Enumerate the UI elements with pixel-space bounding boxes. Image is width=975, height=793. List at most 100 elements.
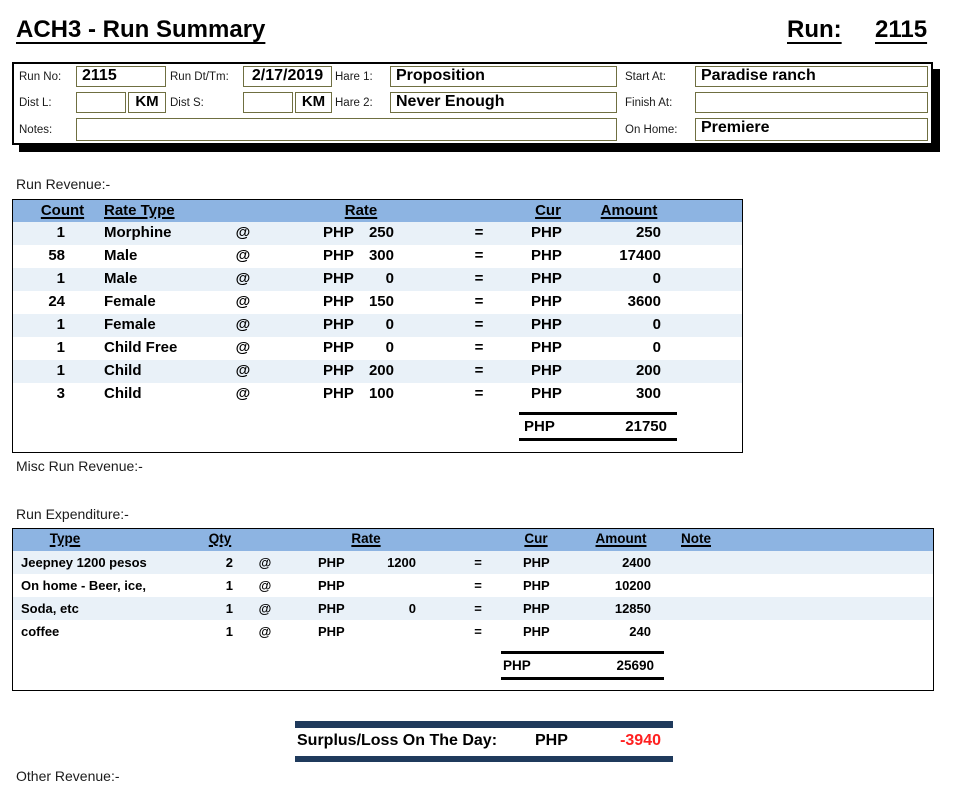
- equals-sign: =: [463, 578, 493, 593]
- revenue-row: 1Female@PHP0=PHP0: [13, 314, 742, 337]
- at-sign: @: [227, 316, 259, 333]
- col-header-cur: Cur: [518, 202, 578, 219]
- at-sign: @: [251, 555, 279, 570]
- revenue-row: 58Male@PHP300=PHP17400: [13, 245, 742, 268]
- rate-type-cell: Female: [104, 316, 239, 333]
- surplus-label: Surplus/Loss On The Day:: [297, 732, 497, 750]
- rate-currency-cell: PHP: [318, 578, 363, 593]
- count-cell: 1: [13, 339, 65, 356]
- col-header-rate-type: Rate Type: [104, 202, 175, 219]
- total-currency: PHP: [524, 418, 555, 435]
- run-summary-page: ACH3 - Run Summary Run: 2115 Run No: 211…: [0, 0, 975, 793]
- equals-sign: =: [464, 247, 494, 264]
- amount-cell: 250: [583, 224, 661, 241]
- rate-cell: 0: [343, 270, 394, 287]
- rate-cell: 0: [361, 601, 416, 616]
- amount-cell: 200: [583, 362, 661, 379]
- currency-cell: PHP: [531, 270, 576, 287]
- hare2-field[interactable]: Never Enough: [390, 92, 617, 113]
- currency-cell: PHP: [531, 293, 576, 310]
- equals-sign: =: [464, 224, 494, 241]
- rate-currency-cell: PHP: [318, 555, 363, 570]
- run-revenue-table: Count Rate Type Rate Cur Amount 1Morphin…: [12, 199, 743, 453]
- run-no-label: Run No:: [19, 71, 61, 83]
- rate-type-cell: Child: [104, 385, 239, 402]
- rate-type-cell: Child: [104, 362, 239, 379]
- rate-currency-cell: PHP: [318, 601, 363, 616]
- notes-field[interactable]: [76, 118, 617, 141]
- rate-type-cell: Morphine: [104, 224, 239, 241]
- count-cell: 1: [13, 316, 65, 333]
- equals-sign: =: [464, 385, 494, 402]
- finish-at-label: Finish At:: [625, 97, 672, 109]
- count-cell: 1: [13, 362, 65, 379]
- qty-cell: 2: [183, 555, 233, 570]
- surplus-amount: -3940: [620, 732, 661, 750]
- run-label: Run:: [787, 16, 842, 44]
- count-cell: 3: [13, 385, 65, 402]
- currency-cell: PHP: [531, 339, 576, 356]
- section-other-revenue: Other Revenue:-: [16, 768, 120, 784]
- hare2-label: Hare 2:: [335, 97, 373, 109]
- equals-sign: =: [464, 362, 494, 379]
- dist-l-label: Dist L:: [19, 97, 52, 109]
- rate-cell: 150: [343, 293, 394, 310]
- dist-s-field[interactable]: [243, 92, 293, 113]
- run-dt-field[interactable]: 2/17/2019: [243, 66, 332, 87]
- currency-cell: PHP: [523, 601, 568, 616]
- section-run-expenditure: Run Expenditure:-: [16, 506, 129, 522]
- col-header-rate: Rate: [336, 531, 396, 546]
- qty-cell: 1: [183, 578, 233, 593]
- currency-cell: PHP: [531, 247, 576, 264]
- dist-l-field[interactable]: [76, 92, 126, 113]
- col-header-note: Note: [681, 531, 711, 546]
- run-expenditure-table: Type Qty Rate Cur Amount Note Jeepney 12…: [12, 528, 934, 691]
- dist-s-label: Dist S:: [170, 97, 204, 109]
- currency-cell: PHP: [531, 362, 576, 379]
- amount-cell: 3600: [583, 293, 661, 310]
- hare1-field[interactable]: Proposition: [390, 66, 617, 87]
- col-header-cur: Cur: [509, 531, 563, 546]
- at-sign: @: [251, 624, 279, 639]
- equals-sign: =: [464, 339, 494, 356]
- currency-cell: PHP: [523, 555, 568, 570]
- at-sign: @: [227, 247, 259, 264]
- run-details-box: Run No: 2115 Run Dt/Tm: 2/17/2019 Hare 1…: [12, 62, 933, 145]
- finish-at-field[interactable]: [695, 92, 928, 113]
- at-sign: @: [251, 578, 279, 593]
- rate-type-cell: Child Free: [104, 339, 239, 356]
- qty-cell: 1: [183, 601, 233, 616]
- run-dt-label: Run Dt/Tm:: [170, 71, 229, 83]
- revenue-row: 24Female@PHP150=PHP3600: [13, 291, 742, 314]
- currency-cell: PHP: [531, 316, 576, 333]
- run-no-field[interactable]: 2115: [76, 66, 166, 87]
- start-at-field[interactable]: Paradise ranch: [695, 66, 928, 87]
- equals-sign: =: [463, 624, 493, 639]
- surplus-top-bar: [295, 721, 673, 728]
- amount-cell: 240: [576, 624, 651, 639]
- rate-cell: 0: [343, 316, 394, 333]
- surplus-bottom-bar: [295, 756, 673, 762]
- page-title: ACH3 - Run Summary: [16, 16, 265, 44]
- col-header-count: Count: [40, 202, 85, 219]
- at-sign: @: [227, 270, 259, 287]
- at-sign: @: [227, 224, 259, 241]
- notes-label: Notes:: [19, 124, 52, 136]
- revenue-row: 1Child Free@PHP0=PHP0: [13, 337, 742, 360]
- amount-cell: 17400: [583, 247, 661, 264]
- expenditure-row: On home - Beer, ice,1@PHP=PHP10200: [13, 574, 933, 597]
- equals-sign: =: [463, 555, 493, 570]
- surplus-loss-strip: Surplus/Loss On The Day: PHP -3940: [295, 721, 673, 762]
- on-home-label: On Home:: [625, 124, 677, 136]
- at-sign: @: [227, 293, 259, 310]
- section-misc-run-revenue: Misc Run Revenue:-: [16, 458, 143, 474]
- count-cell: 1: [13, 270, 65, 287]
- amount-cell: 0: [583, 339, 661, 356]
- expenditure-header-row: Type Qty Rate Cur Amount Note: [13, 529, 933, 551]
- amount-cell: 10200: [576, 578, 651, 593]
- equals-sign: =: [464, 270, 494, 287]
- equals-sign: =: [463, 601, 493, 616]
- qty-cell: 1: [183, 624, 233, 639]
- on-home-field[interactable]: Premiere: [695, 118, 928, 141]
- currency-cell: PHP: [523, 624, 568, 639]
